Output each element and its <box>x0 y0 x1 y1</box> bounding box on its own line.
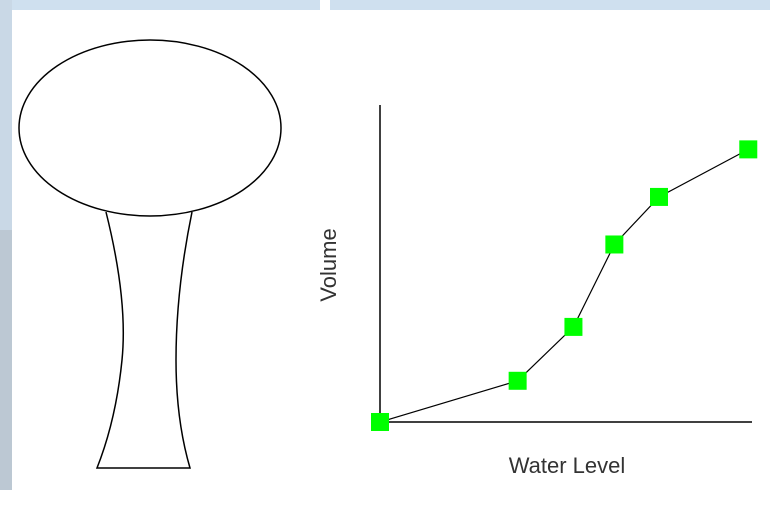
data-point <box>650 188 668 206</box>
page: Water Level Volume <box>0 0 770 510</box>
data-point <box>739 140 757 158</box>
flask <box>19 40 281 468</box>
y-axis-label: Volume <box>316 228 341 301</box>
data-point <box>371 413 389 431</box>
x-axis-label: Water Level <box>509 453 626 478</box>
data-point <box>605 235 623 253</box>
data-point <box>564 318 582 336</box>
data-point <box>509 372 527 390</box>
data-line <box>380 149 748 422</box>
